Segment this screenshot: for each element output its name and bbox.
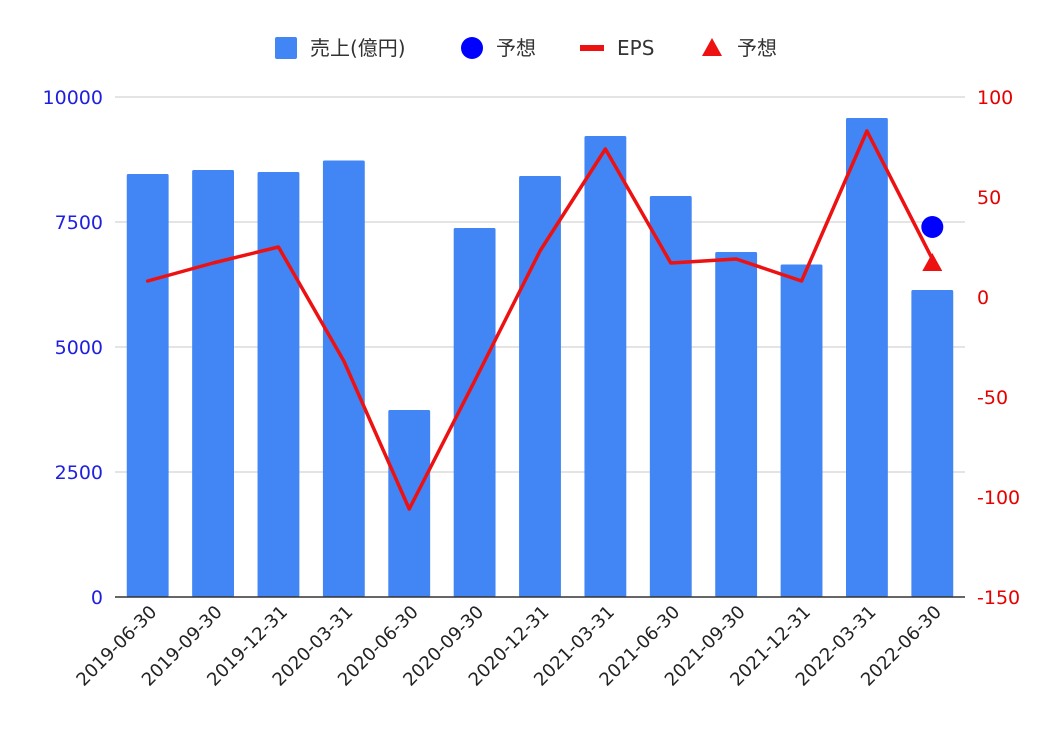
forecast-sales-point bbox=[921, 216, 944, 238]
bar bbox=[126, 174, 169, 597]
bar bbox=[715, 252, 758, 597]
legend-swatch-forecast-triangle bbox=[702, 38, 722, 56]
bar bbox=[192, 170, 234, 597]
y-right-tick-label: 50 bbox=[977, 187, 1001, 209]
forecast-eps-point bbox=[922, 253, 943, 271]
legend-swatch-eps bbox=[580, 45, 604, 51]
bar bbox=[780, 264, 823, 597]
legend-swatch-sales bbox=[275, 37, 297, 59]
y-left-tick-label: 5000 bbox=[55, 337, 103, 359]
legend-swatch-forecast-circle bbox=[461, 37, 483, 59]
legend-label-forecast-eps: 予想 bbox=[737, 36, 777, 60]
bar-series bbox=[126, 118, 954, 597]
legend-label-sales: 売上(億円) bbox=[310, 36, 406, 60]
y-right-tick-label: 100 bbox=[977, 87, 1013, 109]
y-right-tick-label: 0 bbox=[977, 287, 989, 309]
legend: 売上(億円) 予想 EPS 予想 bbox=[275, 36, 777, 60]
bar bbox=[453, 228, 496, 597]
y-left-tick-label: 0 bbox=[91, 587, 103, 609]
y-right-tick-label: -50 bbox=[977, 387, 1008, 409]
bar bbox=[649, 196, 692, 597]
bar bbox=[257, 172, 300, 597]
bar bbox=[322, 160, 365, 597]
forecast-points bbox=[921, 216, 944, 271]
y-left-tick-label: 2500 bbox=[55, 462, 103, 484]
legend-label-eps: EPS bbox=[617, 36, 654, 60]
bar bbox=[519, 176, 561, 597]
eps-line-series bbox=[145, 129, 935, 511]
y-left-tick-label: 7500 bbox=[55, 212, 103, 234]
bar bbox=[584, 136, 627, 597]
bar bbox=[911, 290, 954, 597]
y-right-tick-label: -150 bbox=[977, 587, 1020, 609]
y-right-tick-label: -100 bbox=[977, 487, 1020, 509]
legend-label-forecast-sales: 予想 bbox=[496, 36, 536, 60]
y-left-tick-label: 10000 bbox=[43, 87, 103, 109]
eps-line bbox=[145, 129, 935, 511]
bar bbox=[846, 118, 888, 597]
bar bbox=[388, 410, 431, 597]
